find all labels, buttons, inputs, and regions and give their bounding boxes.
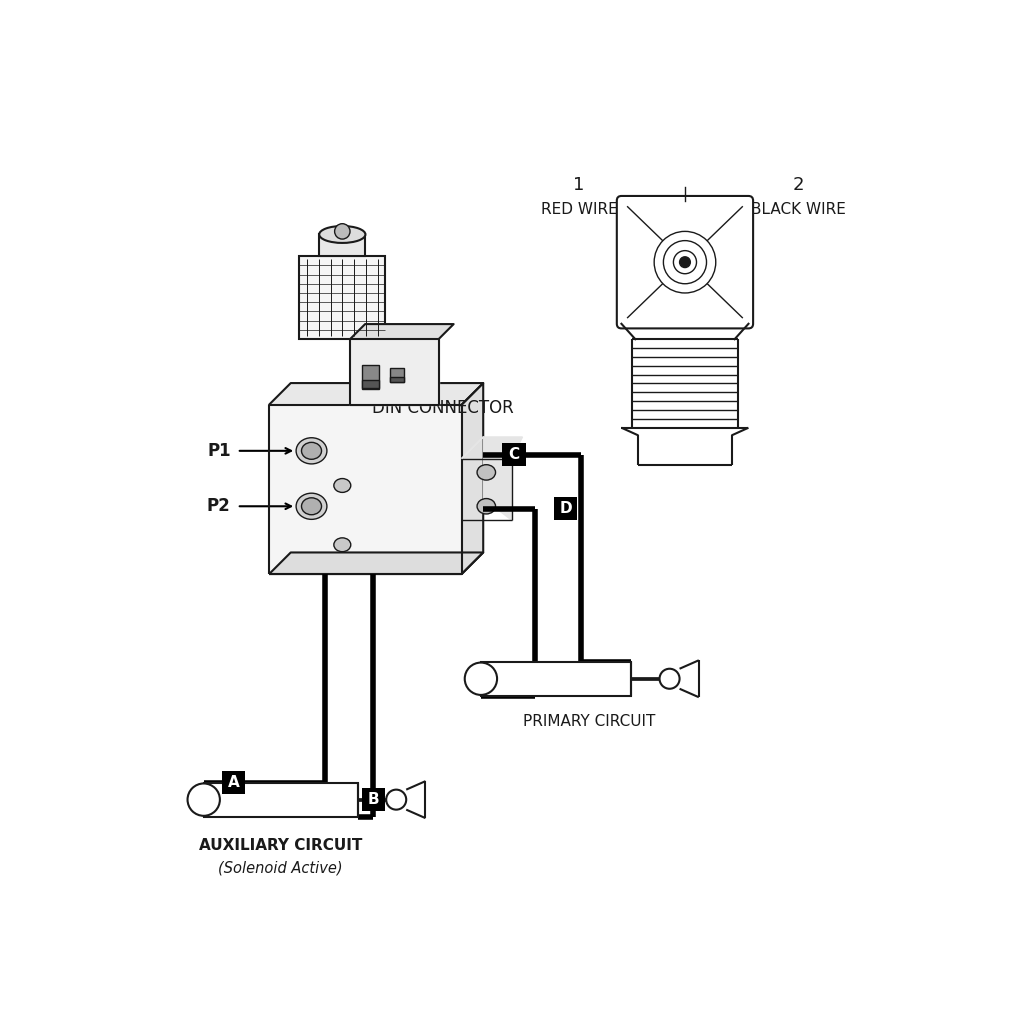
Ellipse shape [296, 437, 327, 464]
Circle shape [386, 789, 407, 810]
Text: C: C [509, 447, 519, 462]
Ellipse shape [334, 538, 351, 551]
Text: BLACK WIRE: BLACK WIRE [751, 202, 846, 217]
Circle shape [187, 783, 220, 816]
Bar [299, 256, 385, 340]
Bar [554, 497, 578, 520]
Polygon shape [269, 383, 483, 405]
Text: CYLINDER 01: CYLINDER 01 [513, 672, 599, 685]
Text: RED WIRE: RED WIRE [541, 202, 617, 217]
Bar [481, 662, 631, 696]
Ellipse shape [296, 493, 327, 520]
Ellipse shape [301, 442, 322, 460]
Text: 1: 1 [573, 176, 585, 194]
Bar [222, 771, 246, 794]
Ellipse shape [319, 226, 366, 243]
Polygon shape [462, 437, 522, 520]
Circle shape [335, 224, 350, 239]
Bar [319, 235, 366, 256]
Bar [204, 783, 357, 817]
Ellipse shape [477, 465, 496, 480]
Bar [361, 380, 379, 387]
Circle shape [659, 669, 680, 689]
Text: P1: P1 [207, 441, 230, 460]
Polygon shape [269, 405, 462, 574]
Text: CYLINDER 02: CYLINDER 02 [238, 793, 324, 806]
Text: P2: P2 [207, 497, 230, 516]
Text: D: D [559, 501, 572, 516]
Polygon shape [269, 552, 483, 574]
Text: 2: 2 [793, 176, 804, 194]
Ellipse shape [477, 498, 496, 514]
Ellipse shape [334, 479, 351, 492]
Bar [361, 364, 379, 390]
Bar [390, 368, 403, 381]
Text: A: A [228, 775, 240, 790]
Circle shape [680, 256, 690, 267]
Bar [361, 788, 385, 812]
Text: DIN CONNECTOR: DIN CONNECTOR [372, 400, 513, 418]
Text: PRIMARY CIRCUIT: PRIMARY CIRCUIT [522, 714, 655, 729]
Polygon shape [350, 340, 438, 405]
Bar [503, 443, 525, 466]
Circle shape [654, 232, 716, 293]
FancyBboxPatch shape [616, 196, 753, 328]
Bar [390, 377, 403, 381]
Polygon shape [462, 383, 483, 574]
Text: (Solenoid Active): (Solenoid Active) [218, 860, 343, 876]
Circle shape [465, 663, 497, 695]
Circle shape [664, 241, 707, 284]
Circle shape [674, 250, 696, 274]
Ellipse shape [301, 497, 322, 515]
Polygon shape [350, 324, 454, 340]
Text: AUXILIARY CIRCUIT: AUXILIARY CIRCUIT [199, 838, 362, 852]
Text: B: B [368, 792, 379, 807]
